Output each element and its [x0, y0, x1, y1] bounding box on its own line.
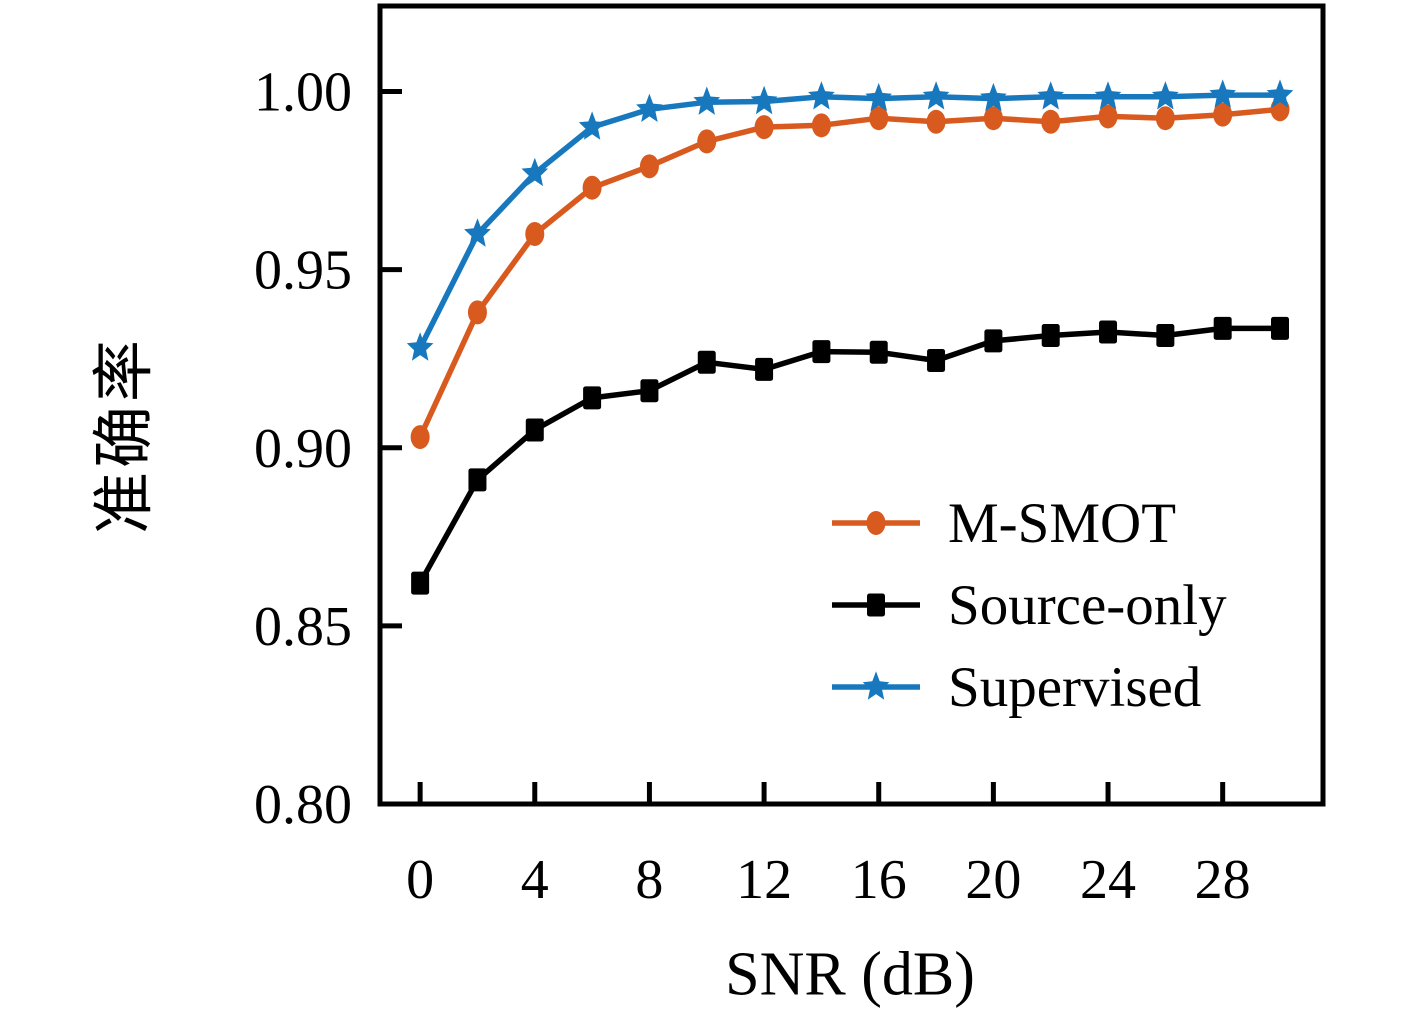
legend: M-SMOT Source-only Supervised: [830, 482, 1227, 728]
star-marker: [464, 218, 491, 247]
square-marker: [525, 418, 544, 442]
square-marker: [1213, 316, 1232, 340]
circle-marker: [1155, 106, 1175, 131]
x-tick-label: 24: [1080, 849, 1136, 911]
star-marker: [865, 82, 892, 112]
star-marker: [980, 82, 1007, 112]
legend-marker-star-icon: [832, 671, 920, 700]
star-marker: [693, 86, 721, 115]
square-marker: [583, 386, 602, 410]
legend-marker-circle-icon: [832, 511, 920, 535]
square-marker: [468, 468, 487, 492]
circle-marker: [639, 154, 659, 179]
star-marker: [1037, 81, 1064, 110]
x-tick-label: 8: [635, 849, 663, 911]
circle-marker: [1213, 102, 1233, 127]
legend-item-source-only: Source-only: [830, 564, 1227, 646]
star-marker: [1266, 79, 1294, 108]
x-tick-label: 0: [406, 849, 434, 911]
star-marker: [750, 85, 778, 115]
circle-marker: [525, 222, 545, 246]
star-marker: [1152, 81, 1179, 110]
circle-marker: [926, 109, 946, 134]
star-marker: [1094, 81, 1122, 110]
series-line-source-only: [417, 325, 1283, 586]
circle-marker: [754, 115, 774, 140]
x-tick-label: 16: [851, 849, 907, 911]
circle-marker: [866, 511, 886, 535]
star-marker: [1209, 79, 1236, 108]
circle-marker: [983, 106, 1003, 131]
x-tick-label: 4: [521, 849, 549, 911]
square-marker: [927, 348, 946, 372]
y-axis-title: 准确率: [91, 335, 159, 535]
legend-label: Source-only: [948, 573, 1227, 637]
square-marker: [1156, 324, 1175, 348]
legend-marker-square-icon: [832, 593, 920, 617]
legend-label: M-SMOT: [948, 491, 1177, 555]
series-line-supervised: [417, 92, 1283, 351]
y-tick-label: 0.85: [254, 596, 352, 658]
circle-marker: [869, 106, 889, 131]
star-marker: [406, 332, 434, 361]
legend-label: Supervised: [948, 655, 1202, 719]
y-tick-label: 0.80: [254, 774, 352, 836]
square-marker: [869, 340, 888, 364]
star-marker: [922, 81, 950, 110]
y-tick-label: 0.90: [254, 418, 352, 480]
square-marker: [867, 593, 885, 617]
legend-item-m-smot: M-SMOT: [830, 482, 1227, 564]
square-marker: [1271, 316, 1290, 340]
circle-marker: [697, 129, 717, 154]
square-marker: [1099, 320, 1118, 344]
star-marker: [862, 671, 890, 700]
x-tick-label: 12: [736, 849, 792, 911]
square-marker: [812, 340, 831, 364]
x-tick-label: 28: [1195, 849, 1251, 911]
x-tick-label: 20: [965, 849, 1021, 911]
star-marker: [636, 93, 663, 122]
square-marker: [1041, 324, 1060, 348]
star-marker: [808, 81, 835, 110]
y-tick-label: 0.95: [254, 240, 352, 302]
square-marker: [640, 379, 659, 403]
circle-marker: [1041, 109, 1061, 134]
series-line-m-smot: [417, 106, 1283, 440]
circle-marker: [1098, 104, 1118, 129]
star-marker: [521, 157, 549, 187]
plot-frame: [377, 3, 1326, 807]
circle-marker: [467, 300, 487, 325]
square-marker: [755, 357, 774, 381]
square-marker: [697, 350, 716, 374]
legend-item-supervised: Supervised: [830, 646, 1227, 728]
circle-marker: [582, 175, 602, 200]
star-marker: [578, 111, 606, 140]
square-marker: [984, 329, 1003, 353]
x-axis-title: SNR (dB): [725, 940, 975, 1009]
y-tick-label: 1.00: [254, 62, 352, 124]
circle-marker: [811, 113, 831, 138]
circle-marker: [410, 425, 430, 450]
square-marker: [411, 571, 430, 595]
